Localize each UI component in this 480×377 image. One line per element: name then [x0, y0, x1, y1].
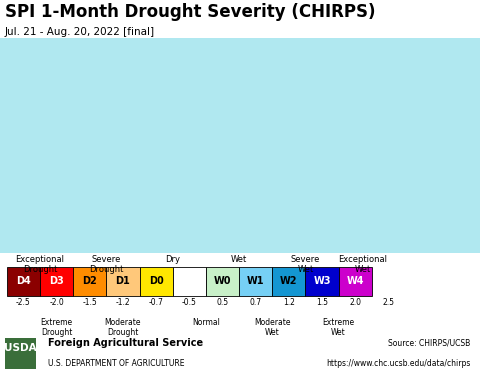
Text: W2: W2: [280, 276, 298, 286]
Text: Moderate
Drought: Moderate Drought: [105, 317, 141, 337]
Bar: [173, 267, 206, 296]
Text: 2.5: 2.5: [383, 298, 395, 307]
Bar: [305, 267, 338, 296]
Bar: [272, 267, 305, 296]
Text: SPI 1-Month Drought Severity (CHIRPS): SPI 1-Month Drought Severity (CHIRPS): [5, 3, 375, 21]
Text: 1.2: 1.2: [283, 298, 295, 307]
Text: Extreme
Drought: Extreme Drought: [40, 317, 72, 337]
Text: 0.7: 0.7: [250, 298, 262, 307]
Text: D2: D2: [83, 276, 97, 286]
Text: D3: D3: [49, 276, 64, 286]
Text: W3: W3: [313, 276, 331, 286]
Text: Wet: Wet: [231, 255, 247, 264]
Bar: [40, 267, 73, 296]
Text: Severe
Drought: Severe Drought: [89, 255, 123, 274]
Text: Severe
Wet: Severe Wet: [291, 255, 320, 274]
Text: W1: W1: [247, 276, 264, 286]
Text: -2.5: -2.5: [16, 298, 31, 307]
Text: Extreme
Wet: Extreme Wet: [323, 317, 355, 337]
Text: https://www.chc.ucsb.edu/data/chirps: https://www.chc.ucsb.edu/data/chirps: [326, 359, 470, 368]
Text: D0: D0: [149, 276, 164, 286]
Text: -1.5: -1.5: [83, 298, 97, 307]
Bar: [239, 267, 272, 296]
Text: Exceptional
Drought: Exceptional Drought: [15, 255, 64, 274]
Text: W0: W0: [214, 276, 231, 286]
Bar: [338, 267, 372, 296]
Text: 2.0: 2.0: [349, 298, 361, 307]
Text: 1.5: 1.5: [316, 298, 328, 307]
Bar: [7, 267, 40, 296]
Text: -1.2: -1.2: [116, 298, 130, 307]
Text: U.S. DEPARTMENT OF AGRICULTURE: U.S. DEPARTMENT OF AGRICULTURE: [48, 359, 184, 368]
Text: Exceptional
Wet: Exceptional Wet: [338, 255, 387, 274]
Text: -0.7: -0.7: [149, 298, 164, 307]
Bar: [206, 267, 239, 296]
Text: -2.0: -2.0: [49, 298, 64, 307]
Text: Jul. 21 - Aug. 20, 2022 [final]: Jul. 21 - Aug. 20, 2022 [final]: [5, 27, 155, 37]
Text: USDA: USDA: [4, 343, 37, 353]
Text: D4: D4: [16, 276, 31, 286]
Bar: [140, 267, 173, 296]
Text: W4: W4: [347, 276, 364, 286]
Text: -0.5: -0.5: [182, 298, 197, 307]
Bar: [73, 267, 107, 296]
Text: Source: CHIRPS/UCSB: Source: CHIRPS/UCSB: [388, 339, 470, 347]
Bar: [107, 267, 140, 296]
Text: Foreign Agricultural Service: Foreign Agricultural Service: [48, 339, 203, 348]
Text: D1: D1: [116, 276, 131, 286]
Text: 0.5: 0.5: [216, 298, 228, 307]
Text: Normal: Normal: [192, 317, 220, 326]
Text: Moderate
Wet: Moderate Wet: [254, 317, 290, 337]
Bar: [5, 338, 36, 369]
Text: Dry: Dry: [165, 255, 180, 264]
